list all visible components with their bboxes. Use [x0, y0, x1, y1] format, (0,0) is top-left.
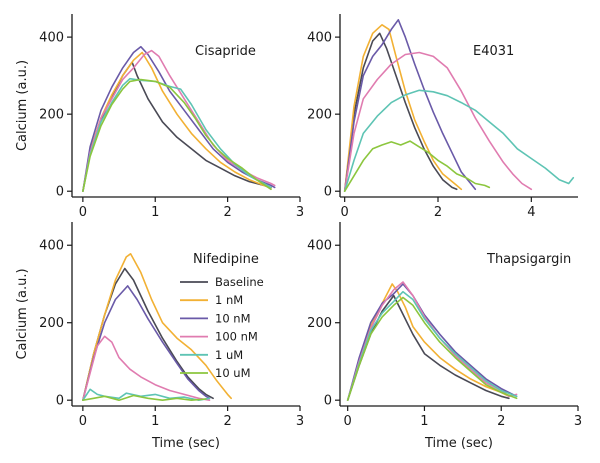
series-line-10-nm [343, 19, 477, 192]
y-axis-label: Calcium (a.u.) [15, 268, 30, 359]
legend-label: 1 uM [215, 348, 243, 362]
x-tick-label: 1 [151, 205, 159, 220]
series-line-100-nm [82, 335, 211, 401]
series-line-1-nm [82, 253, 232, 401]
y-tick-label: 400 [307, 31, 332, 46]
series-line-1-nm [82, 51, 272, 192]
panel-title: Cisapride [195, 44, 256, 59]
x-tick-label: 0 [79, 414, 87, 429]
chart-panel-3: 0 1 2 3 0 200 400 Nifedipine Calcium (a.u.) Time … [15, 222, 304, 451]
legend-label: 100 nM [215, 330, 258, 344]
x-tick-label: 2 [223, 414, 231, 429]
series-line-10-nm [82, 45, 276, 192]
x-tick-label: 1 [420, 414, 428, 429]
y-tick-label: 0 [56, 394, 64, 409]
series-line-1-um [343, 89, 575, 192]
x-axis-label: Time (sec) [151, 436, 220, 451]
x-tick-label: 3 [296, 205, 304, 220]
x-tick-label: 2 [497, 414, 505, 429]
x-axis-label: Time (sec) [424, 436, 493, 451]
x-tick-label: 3 [296, 414, 304, 429]
series-line-10-um [346, 296, 518, 401]
y-tick-label: 0 [56, 185, 64, 200]
legend-label: Baseline [215, 275, 264, 289]
chart-panel-4: 0 1 2 3 0 200 400 Thapsigargin Time (sec) [307, 222, 582, 451]
chart-panel-2: 0 2 4 0 200 400 E4031 [307, 14, 578, 220]
y-tick-label: 200 [307, 108, 332, 123]
x-tick-label: 3 [574, 414, 582, 429]
series-line-1-nm [343, 24, 463, 192]
chart-panel-1: 0 1 2 3 0 200 400 Cisapride Calcium (a.u.) [15, 14, 304, 220]
series-line-10-nm [346, 283, 518, 401]
panel-title: Thapsigargin [486, 252, 571, 267]
x-tick-label: 0 [341, 205, 349, 220]
x-tick-label: 4 [527, 205, 535, 220]
x-tick-label: 2 [223, 205, 231, 220]
legend: Baseline 1 nM 10 nM 100 nM 1 uM 10 uM [180, 275, 264, 380]
x-tick-label: 2 [434, 205, 442, 220]
series-line-100-nm [82, 49, 276, 192]
panel-title: E4031 [473, 44, 514, 59]
x-tick-label: 0 [344, 414, 352, 429]
series-line-1-nm [346, 283, 510, 401]
y-tick-label: 0 [324, 394, 332, 409]
series-line-10-um [343, 140, 491, 192]
legend-label: 10 nM [215, 311, 251, 325]
y-tick-label: 200 [307, 316, 332, 331]
y-axis-label: Calcium (a.u.) [15, 60, 30, 151]
y-tick-label: 200 [39, 108, 64, 123]
panel-title: Nifedipine [193, 252, 259, 267]
series-line-10-um [82, 394, 207, 401]
legend-label: 10 uM [215, 366, 251, 380]
y-tick-label: 400 [307, 239, 332, 254]
series-line-1-um [346, 290, 518, 401]
y-tick-label: 400 [39, 239, 64, 254]
legend-label: 1 nM [215, 293, 243, 307]
x-tick-label: 0 [79, 205, 87, 220]
series-line-10-nm [82, 285, 211, 401]
y-tick-label: 0 [324, 185, 332, 200]
x-tick-label: 1 [151, 414, 159, 429]
series-line-10-um [82, 78, 272, 192]
y-tick-label: 200 [39, 316, 64, 331]
series-line-baseline [343, 32, 458, 192]
y-tick-label: 400 [39, 31, 64, 46]
series-line-100-nm [343, 51, 533, 192]
